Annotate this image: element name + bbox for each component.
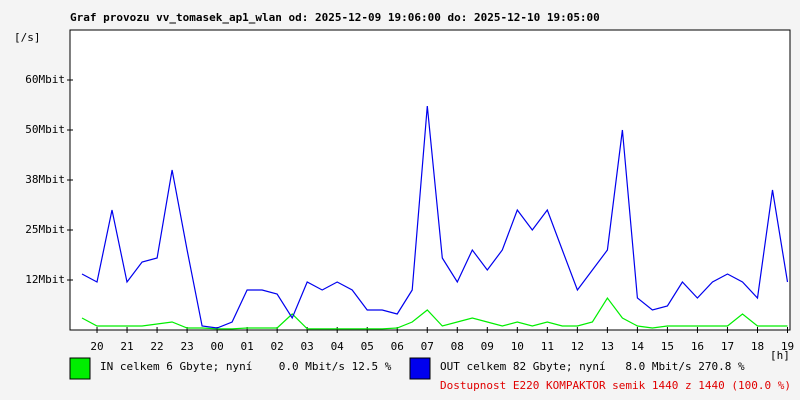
y-tick-label: 60Mbit <box>25 73 65 86</box>
x-tick-label: 02 <box>271 340 284 353</box>
x-tick-label: 22 <box>150 340 163 353</box>
x-tick-label: 08 <box>451 340 464 353</box>
x-tick-label: 20 <box>90 340 103 353</box>
y-tick-label: 12Mbit <box>25 273 65 286</box>
x-tick-label: 00 <box>210 340 223 353</box>
x-tick-label: 17 <box>721 340 734 353</box>
y-axis-label: [/s] <box>14 31 41 44</box>
x-tick-label: 15 <box>661 340 674 353</box>
legend-label: OUT celkem 82 Gbyte; nyní 8.0 Mbit/s 270… <box>440 360 745 373</box>
legend-swatch <box>409 357 431 380</box>
y-tick-label: 25Mbit <box>25 223 65 236</box>
legend-label: IN celkem 6 Gbyte; nyní 0.0 Mbit/s 12.5 … <box>100 360 392 373</box>
legend-swatch <box>69 357 91 380</box>
footer: Dostupnost E220 KOMPAKTOR semik 1440 z 1… <box>440 379 791 392</box>
x-tick-label: 05 <box>361 340 374 353</box>
x-tick-label: 21 <box>120 340 133 353</box>
x-tick-label: 14 <box>631 340 645 353</box>
x-tick-label: 10 <box>511 340 524 353</box>
y-tick-label: 50Mbit <box>25 123 65 136</box>
series-line <box>81 105 789 329</box>
x-tick-label: 04 <box>331 340 345 353</box>
x-tick-label: 18 <box>751 340 764 353</box>
x-tick-label: 12 <box>571 340 584 353</box>
x-tick-label: 13 <box>601 340 614 353</box>
x-tick-label: 19 <box>781 340 794 353</box>
series-line <box>81 296 788 330</box>
x-tick-label: 07 <box>421 340 434 353</box>
x-tick-label: 23 <box>180 340 193 353</box>
x-tick-label: 09 <box>481 340 494 353</box>
x-tick-label: 06 <box>391 340 404 353</box>
plot-area <box>69 29 791 331</box>
x-axis-label: [h] <box>770 349 790 362</box>
x-tick-label: 03 <box>301 340 314 353</box>
x-tick-label: 01 <box>241 340 254 353</box>
chart-title: Graf provozu vv_tomasek_ap1_wlan od: 202… <box>70 11 600 24</box>
y-tick-label: 38Mbit <box>25 173 65 186</box>
x-tick-label: 16 <box>691 340 704 353</box>
x-tick-label: 11 <box>541 340 554 353</box>
